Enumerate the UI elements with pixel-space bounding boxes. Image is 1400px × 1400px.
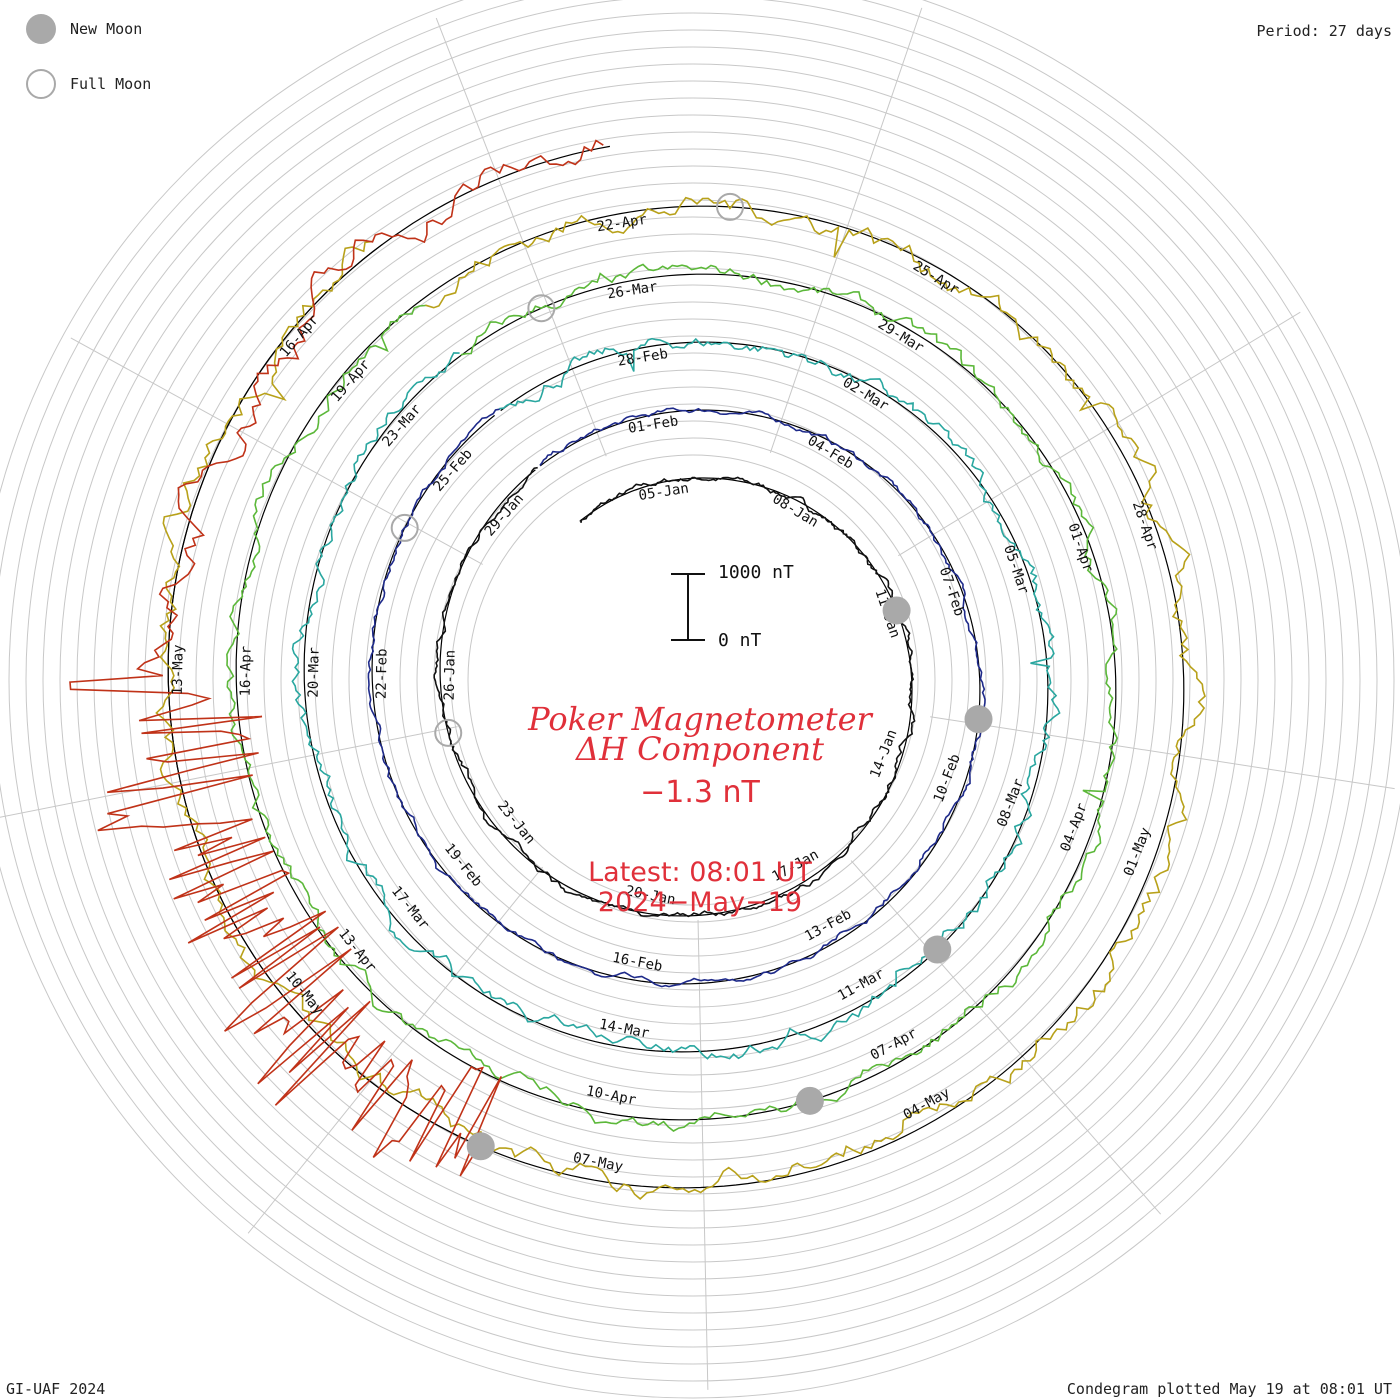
date-label: 13-Apr bbox=[335, 926, 379, 975]
date-label: 29-Mar bbox=[875, 316, 927, 356]
date-spoke bbox=[698, 920, 708, 1390]
trace-cycle-6 bbox=[70, 141, 603, 1176]
period-label: Period: 27 days bbox=[1257, 22, 1392, 40]
date-label: 11-Mar bbox=[835, 966, 887, 1004]
date-spoke bbox=[930, 717, 1394, 789]
date-label: 17-Mar bbox=[388, 883, 432, 932]
date-label: 13-May bbox=[170, 644, 187, 695]
new-moon-marker bbox=[923, 936, 951, 964]
latest-time-text: Latest: 08:01 UT bbox=[440, 858, 960, 888]
scale-top-label: 1000 nT bbox=[718, 562, 794, 583]
credit-label: GI-UAF 2024 bbox=[6, 1380, 105, 1398]
new-moon-marker bbox=[796, 1087, 824, 1115]
grid-ring bbox=[451, 438, 935, 922]
date-label: 25-Feb bbox=[431, 446, 476, 495]
new-moon-marker bbox=[883, 596, 911, 624]
new-moon-label: New Moon bbox=[70, 20, 142, 38]
new-moon-marker bbox=[965, 705, 993, 733]
legend-full-moon: Full Moon bbox=[26, 69, 151, 99]
trace-cycle-1 bbox=[434, 468, 914, 917]
date-label: 01-May bbox=[1121, 825, 1154, 878]
grid-ring bbox=[77, 64, 1309, 1296]
grid-ring bbox=[264, 251, 1122, 1109]
date-label: 04-Apr bbox=[1058, 801, 1091, 854]
grid-ring bbox=[26, 13, 1360, 1347]
date-label: 16-Apr bbox=[238, 646, 255, 697]
new-moon-icon bbox=[26, 14, 56, 44]
date-spoke bbox=[436, 18, 606, 456]
new-moon-marker bbox=[467, 1132, 495, 1160]
date-label: 26-Jan bbox=[442, 650, 459, 701]
grid-ring bbox=[315, 302, 1071, 1058]
date-labels: 05-Jan08-Jan11-Jan14-Jan17-Jan20-Jan23-J… bbox=[170, 212, 1161, 1176]
grid-ring bbox=[111, 98, 1275, 1262]
date-spoke bbox=[898, 312, 1300, 555]
scale-bar bbox=[671, 574, 705, 640]
scale-bottom-label: 0 nT bbox=[718, 630, 761, 651]
date-label: 19-Apr bbox=[328, 357, 373, 406]
full-moon-icon bbox=[26, 69, 56, 99]
date-label: 22-Feb bbox=[374, 648, 391, 699]
date-label: 22-Apr bbox=[596, 212, 648, 236]
grid-ring bbox=[179, 166, 1207, 1194]
latest-date-text: 2024−May−19 bbox=[440, 888, 960, 918]
latest-time: Latest: 08:01 UT 2024−May−19 bbox=[440, 858, 960, 918]
date-label: 07-Apr bbox=[868, 1025, 920, 1063]
date-label: 29-Jan bbox=[482, 491, 527, 540]
trace-cycle-4 bbox=[227, 265, 1117, 1132]
date-label: 25-Apr bbox=[910, 258, 962, 298]
date-label: 04-Feb bbox=[805, 433, 857, 473]
plotted-label: Condegram plotted May 19 at 08:01 UT bbox=[1067, 1380, 1392, 1398]
date-label: 28-Feb bbox=[617, 346, 669, 370]
full-moon-label: Full Moon bbox=[70, 75, 151, 93]
grid-ring bbox=[94, 81, 1292, 1279]
grid-ring bbox=[9, 0, 1377, 1364]
latest-value: −1.3 nT bbox=[440, 775, 960, 810]
date-label: 20-Mar bbox=[306, 647, 323, 698]
legend-new-moon: New Moon bbox=[26, 14, 142, 44]
date-label: 26-Mar bbox=[606, 279, 658, 303]
chart-component: ΔH Component bbox=[440, 730, 960, 768]
